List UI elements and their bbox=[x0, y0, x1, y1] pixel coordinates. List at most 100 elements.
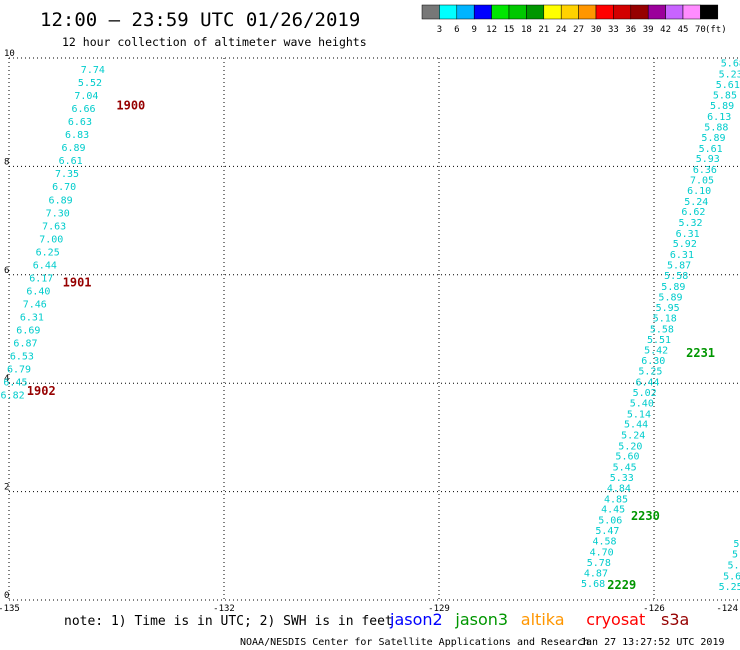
wave-height-point: 6.44 bbox=[636, 377, 660, 388]
wave-height-point: 5.40 bbox=[630, 399, 654, 410]
wave-height-point: 6.45 bbox=[3, 377, 27, 388]
wave-height-point: 6.62 bbox=[681, 207, 705, 218]
wave-height-point: 6.31 bbox=[20, 312, 44, 323]
wave-height-point: 6.83 bbox=[65, 130, 89, 141]
wave-height-point: 7.63 bbox=[42, 221, 66, 232]
colorbar-swatch bbox=[682, 4, 701, 20]
wave-height-point: 5.78 bbox=[587, 558, 611, 569]
wave-height-point: 6.31 bbox=[676, 229, 700, 240]
wave-height-point: 5.6 bbox=[723, 571, 740, 582]
pass-time-label: 1901 bbox=[63, 276, 92, 290]
wave-height-point: 5.25 bbox=[719, 582, 740, 593]
colorbar-swatch bbox=[456, 4, 475, 20]
pass-time-label: 2230 bbox=[631, 509, 660, 523]
wave-height-point: 6.53 bbox=[10, 351, 34, 362]
colorbar-swatch bbox=[700, 4, 719, 20]
wave-height-point: 6.30 bbox=[641, 356, 665, 367]
wave-height-point: 6.79 bbox=[7, 364, 31, 375]
colorbar-swatch bbox=[665, 4, 684, 20]
legend-entry-cryosat: cryosat bbox=[586, 610, 645, 629]
wave-height-point: 6.10 bbox=[687, 186, 711, 197]
legend-entry-jason2: jason2 bbox=[389, 610, 443, 629]
wave-height-point: 5.24 bbox=[621, 430, 645, 441]
colorbar-label: 39 bbox=[643, 25, 654, 35]
chart-title: 12:00 — 23:59 UTC 01/26/2019 bbox=[40, 9, 360, 31]
footer-note: note: 1) Time is in UTC; 2) SWH is in fe… bbox=[64, 614, 393, 629]
colorbar: 3 6 9 12 15 18 21 24 27 30 33 36 39 42 45 70 (ft) bbox=[421, 4, 727, 35]
colorbar-label: 9 bbox=[471, 25, 476, 35]
footer-credit: NOAA/NESDIS Center for Satellite Applica… bbox=[240, 637, 589, 648]
wave-height-point: 4.87 bbox=[584, 569, 608, 580]
colorbar-label: 24 bbox=[556, 25, 567, 35]
wave-height-point: 5.02 bbox=[633, 388, 657, 399]
y-tick-label: 8 bbox=[4, 157, 9, 167]
wave-height-point: 6.87 bbox=[13, 338, 37, 349]
wave-height-point: 5.87 bbox=[667, 260, 691, 271]
wave-height-point: 4.85 bbox=[604, 494, 628, 505]
wave-height-point: 6.25 bbox=[36, 247, 60, 258]
legend-entry-jason3: jason3 bbox=[454, 610, 508, 629]
colorbar-swatch bbox=[421, 4, 440, 20]
legend-entry-altika: altika bbox=[521, 610, 565, 629]
wave-height-point: 4.84 bbox=[607, 484, 631, 495]
y-tick-label: 4 bbox=[4, 374, 9, 384]
colorbar-swatch bbox=[647, 4, 666, 20]
wave-height-point: 4.70 bbox=[590, 548, 614, 559]
wave-height-point: 5.14 bbox=[627, 409, 651, 420]
x-tick-label: -129 bbox=[428, 604, 450, 614]
colorbar-label: 30 bbox=[591, 25, 602, 35]
wave-height-point: 6.17 bbox=[29, 273, 53, 284]
wave-height-point: 5.89 bbox=[661, 282, 685, 293]
colorbar-unit: (ft) bbox=[705, 25, 727, 35]
wave-height-point: 5.42 bbox=[644, 345, 668, 356]
colorbar-swatch bbox=[595, 4, 614, 20]
pass-time-label: 1900 bbox=[116, 98, 145, 112]
colorbar-label: 70 bbox=[695, 25, 706, 35]
x-tick-label: -124 bbox=[716, 604, 738, 614]
wave-height-point: 6.61 bbox=[59, 156, 83, 167]
y-tick-label: 0 bbox=[4, 591, 9, 601]
wave-height-point: 5.68 bbox=[581, 579, 605, 590]
colorbar-swatch bbox=[473, 4, 492, 20]
x-tick-label: -132 bbox=[213, 604, 235, 614]
satellite-legend: jason2 jason3 altika cryosat s3a bbox=[389, 610, 689, 629]
wave-height-point: 6.82 bbox=[1, 390, 25, 401]
wave-height-point: 6.40 bbox=[26, 286, 50, 297]
wave-height-point: 5.89 bbox=[658, 292, 682, 303]
pass-time-label: 2231 bbox=[686, 346, 715, 360]
wave-height-point: 5.45 bbox=[613, 462, 637, 473]
wave-height-point: 5 bbox=[732, 550, 738, 561]
wave-height-point: 5.89 bbox=[701, 133, 725, 144]
wave-height-point: 5.58 bbox=[664, 271, 688, 282]
wave-height-point: 5.51 bbox=[647, 335, 671, 346]
colorbar-swatch bbox=[560, 4, 579, 20]
pass-time-label: 1902 bbox=[27, 384, 56, 398]
colorbar-label: 45 bbox=[678, 25, 689, 35]
wave-height-point: 5.47 bbox=[595, 526, 619, 537]
wave-height-point: 6.36 bbox=[693, 165, 717, 176]
wave-height-point: 5.44 bbox=[624, 420, 648, 431]
legend-entry-s3a: s3a bbox=[661, 610, 689, 629]
colorbar-label: 27 bbox=[573, 25, 584, 35]
wave-height-point: 5.23 bbox=[719, 70, 740, 81]
wave-height-point: 7.00 bbox=[39, 234, 63, 245]
wave-height-point: 5.93 bbox=[696, 154, 720, 165]
wave-height-point: 4.45 bbox=[601, 505, 625, 516]
colorbar-label: 33 bbox=[608, 25, 619, 35]
colorbar-swatch bbox=[439, 4, 458, 20]
wave-height-point: 5.32 bbox=[679, 218, 703, 229]
wave-height-point: 5.95 bbox=[656, 303, 680, 314]
colorbar-swatch bbox=[578, 4, 597, 20]
wave-height-point: 6.31 bbox=[670, 250, 694, 261]
wave-height-point: 5.06 bbox=[598, 516, 622, 527]
colorbar-label: 15 bbox=[504, 25, 515, 35]
wave-height-point: 6.89 bbox=[61, 143, 85, 154]
colorbar-swatch bbox=[630, 4, 649, 20]
x-tick-label: -135 bbox=[0, 604, 20, 614]
colorbar-label: 21 bbox=[538, 25, 549, 35]
colorbar-label: 6 bbox=[454, 25, 459, 35]
wave-height-point: 5.92 bbox=[673, 239, 697, 250]
wave-height-point: 5 bbox=[733, 539, 739, 550]
wave-height-point: 4.58 bbox=[593, 537, 617, 548]
pass-time-label: 2229 bbox=[607, 578, 636, 592]
